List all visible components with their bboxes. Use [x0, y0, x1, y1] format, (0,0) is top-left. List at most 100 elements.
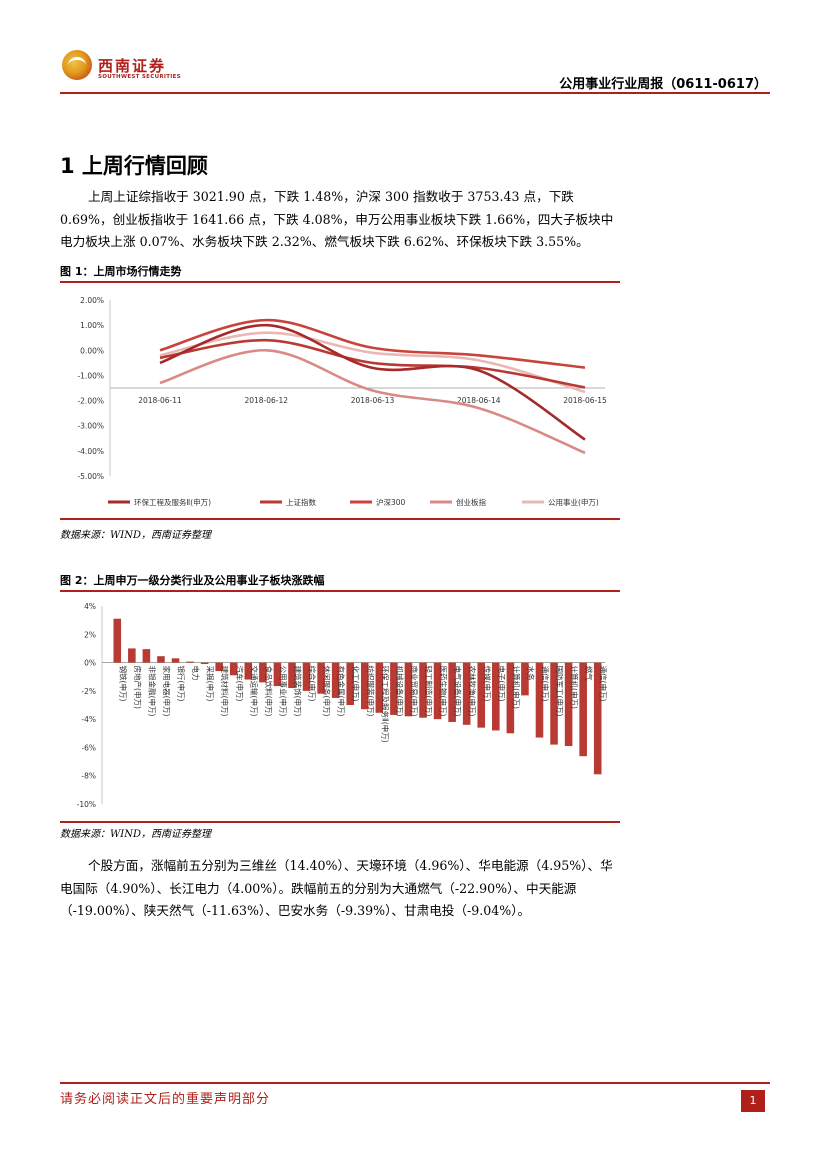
category-label: 环保工程及服务Ⅱ(申万) [380, 666, 390, 743]
legend-label: 创业板指 [456, 497, 486, 507]
category-label: 商业贸易(申万) [409, 666, 419, 717]
y-tick-label: -8% [81, 772, 96, 781]
category-label: 钢铁(申万) [118, 666, 128, 702]
category-label: 机械设备(申万) [395, 666, 405, 717]
bar [360, 662, 369, 710]
y-tick-label: -5.00% [77, 472, 104, 481]
category-label: 非银金融(申万) [147, 666, 157, 717]
bar [142, 649, 151, 663]
figure1-bottom-rule [60, 518, 620, 520]
logo-subtext: SOUTHWEST SECURITIES [98, 74, 181, 80]
category-label: 轻工制造(申万) [424, 666, 434, 717]
bar [419, 662, 427, 718]
bar-chart: 4% 2% 0% -2% -4% -6% -8% -10% 钢铁(申万) 房地产(申万) 非银金融(… [77, 602, 609, 809]
bar [593, 662, 602, 775]
line-chart: 2.00% 1.00% 0.00% -1.00% -2.00% -3.00% -4.00% -… [77, 296, 607, 507]
y-tick-label: -1.00% [77, 371, 104, 380]
y-tick-label: -6% [81, 743, 96, 752]
bar [346, 662, 355, 705]
y-tick-label: 2% [84, 630, 96, 639]
category-label: 建筑装饰(申万) [293, 666, 303, 717]
bar [288, 662, 296, 689]
category-label: 电子(申万) [497, 666, 507, 702]
footer-disclaimer: 请务必阅读正文后的重要声明部分 [60, 1092, 271, 1107]
y-tick-label: -3.00% [77, 422, 104, 431]
footer-divider [60, 1082, 770, 1084]
bar [229, 662, 238, 676]
report-title: 公用事业行业周报（0611-0617） [559, 77, 767, 92]
bar [171, 658, 180, 663]
category-label: 纺织服装(申万) [366, 666, 376, 717]
bar [244, 662, 253, 680]
category-label: 房地产(申万) [133, 666, 143, 709]
figure1-title: 图 1：上周市场行情走势 [60, 265, 182, 278]
section-title: 1 上周行情回顾 [60, 154, 208, 178]
logo-swirl-icon [68, 57, 86, 74]
category-label: 建筑材料(申万) [220, 666, 230, 717]
series-line [159, 318, 586, 369]
x-tick-label: 2018-06-14 [457, 396, 501, 405]
x-tick-label: 2018-06-11 [138, 396, 182, 405]
y-tick-label: -2% [81, 687, 96, 696]
bar [375, 662, 384, 713]
category-label: 计算机(申万) [511, 666, 521, 709]
bar [448, 662, 456, 722]
bar [506, 662, 515, 734]
category-label: 通信(申万) [540, 666, 550, 702]
category-label: 电力 [191, 666, 201, 681]
category-label: 食品饮料(申万) [264, 666, 274, 717]
category-label: 银行(申万) [177, 666, 187, 702]
category-label: 有色金属(申万) [337, 666, 347, 717]
bar [157, 656, 165, 663]
bar [259, 662, 267, 683]
bar [215, 662, 223, 672]
figure2-top-rule [60, 590, 620, 592]
category-label: 综合(申万) [308, 666, 318, 702]
legend-label: 公用事业(申万) [548, 497, 599, 507]
x-tick-label: 2018-06-15 [563, 396, 607, 405]
figure2-source: 数据来源：WIND，西南证券整理 [60, 829, 211, 840]
bar [564, 662, 573, 747]
y-tick-label: -10% [77, 800, 96, 809]
bar [302, 662, 311, 691]
bar [462, 662, 471, 725]
bar [521, 662, 529, 696]
y-tick-label: 0% [84, 659, 96, 668]
y-tick-label: 0.00% [80, 346, 104, 355]
bar [550, 662, 558, 745]
bar [200, 662, 209, 664]
category-label: 水务 [526, 666, 536, 681]
figure2-title: 图 2：上周申万一级分类行业及公用事业子板块涨跌幅 [60, 574, 325, 587]
x-tick-label: 2018-06-12 [244, 396, 288, 405]
category-label: 燃气 [584, 666, 594, 681]
y-tick-label: -2.00% [77, 397, 104, 406]
category-label: 医药生物(申万) [439, 666, 449, 717]
series-line [159, 323, 586, 441]
category-label: 国防军工(申万) [555, 666, 565, 717]
page-number: 1 [741, 1090, 765, 1112]
bar [492, 662, 500, 731]
category-label: 交通运输(申万) [249, 666, 259, 717]
category-label: 家用电器(申万) [162, 666, 172, 717]
figure1-source: 数据来源：WIND，西南证券整理 [60, 530, 211, 541]
y-tick-label: 1.00% [80, 321, 104, 330]
logo-text: 西南证券 [98, 57, 167, 75]
category-label: 化工(申万) [351, 666, 361, 702]
category-label: 公用事业(申万) [278, 666, 288, 717]
series-line [159, 348, 586, 455]
category-label: 汽车(申万) [235, 666, 245, 702]
bar [433, 662, 442, 720]
bar [128, 648, 136, 663]
category-label: 计算机(申万) [570, 666, 580, 709]
y-tick-label: -4% [81, 715, 96, 724]
bar [331, 662, 340, 698]
category-label: 通信(申万) [599, 666, 609, 702]
figure1-top-rule [60, 281, 620, 283]
paragraph-market-review: 上周上证综指收于 3021.90 点，下跌 1.48%，沪深 300 指数收于 … [60, 189, 614, 249]
legend-label: 沪深300 [376, 497, 406, 507]
bar [273, 662, 282, 687]
x-tick-label: 2018-06-13 [351, 396, 395, 405]
series-line [159, 338, 586, 389]
y-tick-label: 2.00% [80, 296, 104, 305]
legend-label: 上证指数 [286, 497, 316, 507]
